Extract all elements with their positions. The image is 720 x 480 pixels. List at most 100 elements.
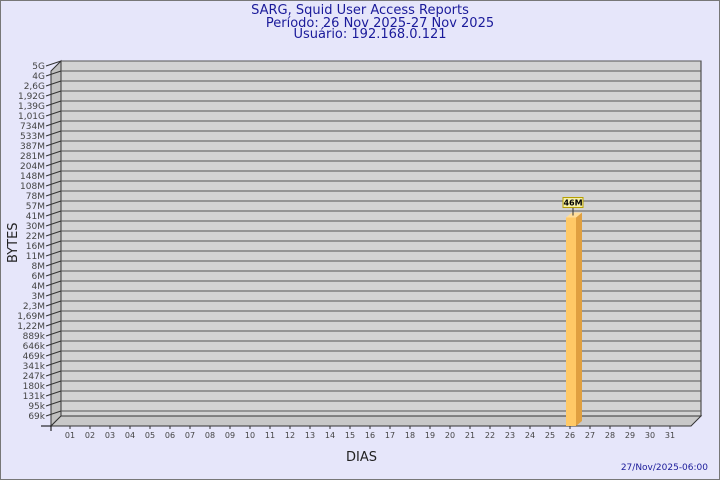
y-tick-label: 889k [23,332,46,342]
x-tick-label: 13 [305,431,315,440]
back-wall [60,60,702,417]
x-tick-label: 06 [165,431,175,440]
y-tick [45,370,62,377]
x-tick-label: 28 [605,431,615,440]
y-tick-label: 57M [26,202,45,212]
y-tick-label: 78M [26,192,45,202]
x-tick-label: 30 [645,431,655,440]
x-tick-label: 25 [545,431,555,440]
x-tick-label: 08 [205,431,215,440]
y-tick-label: 148M [20,172,45,182]
y-tick-label: 469k [23,352,46,362]
y-tick [45,220,62,227]
x-tick-label: 10 [245,431,255,440]
x-tick-label: 22 [485,431,495,440]
y-tick-label: 1,22M [17,322,45,332]
y-tick [45,340,62,347]
y-tick-label: 247k [23,372,46,382]
y-tick [45,320,62,327]
y-tick [45,260,62,267]
bars: 46M [562,197,584,426]
x-tick-label: 18 [405,431,415,440]
y-tick [45,190,62,197]
y-tick [45,170,62,177]
x-tick-label: 29 [625,431,635,440]
y-tick-label: 1,92G [18,92,45,102]
x-tick-label: 20 [445,431,455,440]
grid [49,59,703,428]
y-tick-label: 341k [23,362,46,372]
y-tick-label: 180k [23,382,46,392]
y-tick [45,90,62,97]
y-tick [45,120,62,127]
y-tick [45,140,62,147]
y-tick-label: 6M [32,272,46,282]
y-tick [45,150,62,157]
y-tick-label: 30M [26,222,45,232]
x-axis-label: DIAS [346,450,377,465]
x-tick-label: 17 [385,431,395,440]
y-tick [45,350,62,357]
y-axis-ticks: 5G4G2,6G1,92G1,39G1,01G734M533M387M281M2… [17,60,62,431]
x-tick-label: 14 [325,431,335,440]
y-tick [45,200,62,207]
y-tick [45,180,62,187]
y-tick [45,100,62,107]
y-tick [45,230,62,237]
y-tick-label: 281M [20,152,45,162]
y-tick-label: 2,3M [23,302,45,312]
y-tick [45,70,62,77]
y-tick-label: 8M [32,262,46,272]
floor [49,415,703,427]
y-tick-label: 1,01G [18,112,45,122]
y-tick-label: 22M [26,232,45,242]
y-tick-label: 108M [20,182,45,192]
x-tick-label: 05 [145,431,155,440]
y-tick [45,310,62,317]
y-tick [45,60,62,67]
x-tick-label: 12 [285,431,295,440]
y-tick-label: 131k [23,392,46,402]
y-tick-label: 3M [32,292,46,302]
x-tick-label: 03 [105,431,115,440]
y-axis-label: BYTES [6,222,21,263]
y-tick-label: 4M [32,282,46,292]
y-tick [45,280,62,287]
period-text: Período: 26 Nov 2025-27 Nov 2025 [265,16,495,31]
x-tick-label: 01 [65,431,75,440]
x-tick-label: 24 [525,431,535,440]
x-tick-label: 26 [565,431,575,440]
y-tick-label: 41M [26,212,45,222]
x-tick-label: 23 [505,431,515,440]
bar-top [566,212,582,218]
y-tick [45,360,62,367]
y-tick-label: 95k [28,402,45,412]
y-tick [45,290,62,297]
y-tick [45,160,62,167]
y-tick-label: 387M [20,142,45,152]
x-tick-label: 27 [585,431,595,440]
y-tick [45,250,62,257]
x-tick-label: 31 [665,431,675,440]
user-text: Usuário: 192.168.0.121 [293,27,447,42]
x-tick-label: 19 [425,431,435,440]
y-tick-label: 4G [32,72,45,82]
x-tick-label: 11 [265,431,275,440]
timestamp: 27/Nov/2025-06:00 [621,463,708,473]
data-label-box [562,197,584,209]
y-tick-label: 1,39G [18,102,45,112]
x-tick-label: 04 [125,431,135,440]
x-tick-label: 16 [365,431,375,440]
y-tick [45,210,62,217]
y-tick [45,410,62,417]
y-tick [45,400,62,407]
y-tick-label: 5G [32,62,45,72]
chart-title: SARG, Squid User Access Reports [251,3,469,18]
y-tick [45,300,62,307]
bar-front [566,217,576,426]
x-tick-label: 02 [85,431,95,440]
data-label: 46M [563,199,582,208]
y-tick-label: 734M [20,122,45,132]
